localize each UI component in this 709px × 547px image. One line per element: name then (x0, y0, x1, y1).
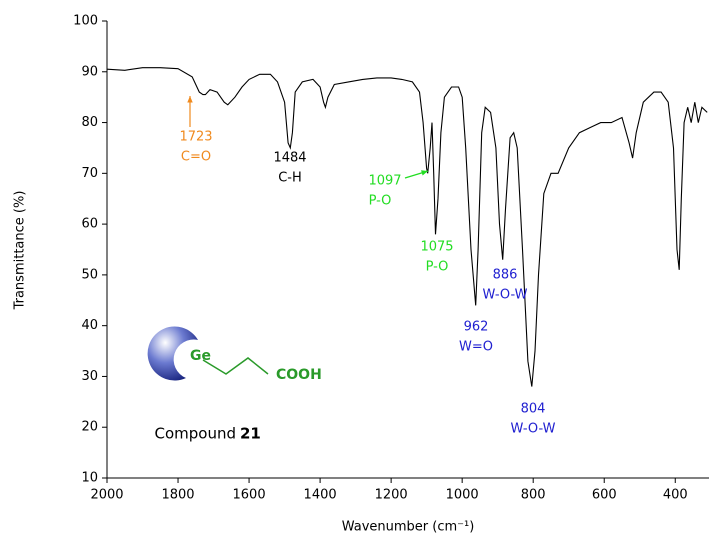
y-tick-label: 10 (81, 471, 98, 486)
arrow-head (421, 170, 428, 176)
annotation-label: W=O (459, 340, 493, 355)
x-tick-label: 600 (592, 488, 617, 503)
arrow-head (187, 96, 193, 103)
x-tick-label: 2000 (90, 488, 123, 503)
chain (202, 357, 269, 375)
annotation-value: 1723 (179, 130, 212, 145)
y-tick-label: 60 (81, 217, 98, 232)
annotation-label: C-H (278, 171, 302, 186)
compound-label: Compound (155, 425, 237, 443)
annotation-value: 1097 (368, 174, 401, 189)
y-tick-label: 90 (81, 64, 98, 79)
compound: Ge COOH Compound 21 (147, 326, 322, 443)
annotation-value: 886 (493, 268, 518, 283)
x-axis-label: Wavenumber (cm⁻¹) (342, 520, 475, 535)
y-tick-label: 40 (81, 318, 98, 333)
annotation-value: 804 (521, 402, 546, 417)
group-label: COOH (276, 367, 322, 383)
y-tick-label: 80 (81, 115, 98, 130)
annotation-label: P-O (426, 260, 449, 275)
x-tick-label: 400 (663, 488, 688, 503)
annotation-label: W-O-W (483, 288, 528, 303)
x-tick-label: 1600 (233, 488, 266, 503)
y-tick-label: 30 (81, 369, 98, 384)
y-tick-label: 100 (73, 14, 98, 29)
x-tick-label: 800 (521, 488, 546, 503)
x-tick-label: 1400 (304, 488, 337, 503)
y-tick-label: 20 (81, 420, 98, 435)
annotation-value: 1484 (273, 151, 306, 166)
y-tick-label: 50 (81, 267, 98, 282)
y-tick-label: 70 (81, 166, 98, 181)
annotation-value: 962 (464, 320, 489, 335)
compound-number: 21 (240, 425, 261, 443)
annotation-value: 1075 (420, 240, 453, 255)
x-tick-label: 1800 (161, 488, 194, 503)
y-axis-label: Transmittance (%) (13, 191, 28, 311)
spectrum-line (106, 67, 708, 387)
x-tick-label: 1000 (446, 488, 479, 503)
annotation-label: W-O-W (511, 422, 556, 437)
x-tick-label: 1200 (375, 488, 408, 503)
annotation-label: C=O (181, 150, 211, 165)
annotation-label: P-O (369, 194, 392, 209)
sphere (147, 326, 198, 381)
atom-label: Ge (190, 348, 211, 364)
